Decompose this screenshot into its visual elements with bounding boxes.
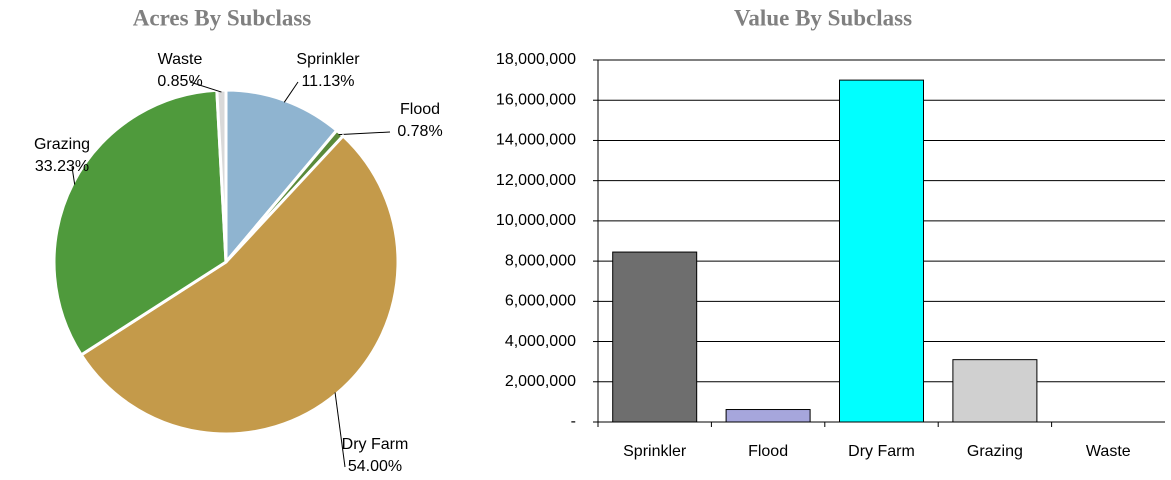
pie-title: Acres By Subclass xyxy=(133,5,312,30)
leader-line xyxy=(189,81,222,93)
x-tick-label: Grazing xyxy=(967,443,1023,460)
leader-line xyxy=(338,131,391,136)
bar-title: Value By Subclass xyxy=(734,5,912,30)
pie-label: Flood xyxy=(400,101,440,118)
y-tick-label: 10,000,000 xyxy=(496,212,576,229)
pie-value-label: 11.13% xyxy=(301,73,354,90)
y-tick-label: 16,000,000 xyxy=(496,91,576,108)
pie-label: Sprinkler xyxy=(296,51,360,68)
bar xyxy=(839,79,924,423)
pie-value-label: 33.23% xyxy=(35,158,89,175)
y-tick-label: - xyxy=(571,413,576,430)
pie-label: Waste xyxy=(158,51,203,68)
leader-line xyxy=(334,392,346,468)
y-tick-label: 14,000,000 xyxy=(496,132,576,149)
leader-line xyxy=(283,81,299,103)
pie-label: Dry Farm xyxy=(342,436,409,453)
y-tick-label: 8,000,000 xyxy=(505,252,576,269)
y-tick-label: 2,000,000 xyxy=(505,373,576,390)
x-tick-label: Waste xyxy=(1086,443,1131,460)
pie-value-label: 0.85% xyxy=(157,73,202,90)
pie-value-label: 0.78% xyxy=(397,123,442,140)
bar xyxy=(952,359,1038,423)
bar xyxy=(725,409,811,423)
pie-slice xyxy=(79,133,400,436)
y-tick-label: 12,000,000 xyxy=(496,172,576,189)
x-tick-label: Flood xyxy=(748,443,788,460)
leader-line xyxy=(71,166,76,185)
bar xyxy=(612,251,698,423)
pie-label: Grazing xyxy=(34,136,90,153)
y-tick-label: 18,000,000 xyxy=(496,51,576,68)
x-tick-label: Dry Farm xyxy=(848,443,915,460)
y-tick-label: 4,000,000 xyxy=(505,333,576,350)
pie-value-label: 54.00% xyxy=(348,458,402,475)
pie-slice xyxy=(52,88,228,357)
y-tick-label: 6,000,000 xyxy=(505,293,576,310)
x-tick-label: Sprinkler xyxy=(623,443,687,460)
